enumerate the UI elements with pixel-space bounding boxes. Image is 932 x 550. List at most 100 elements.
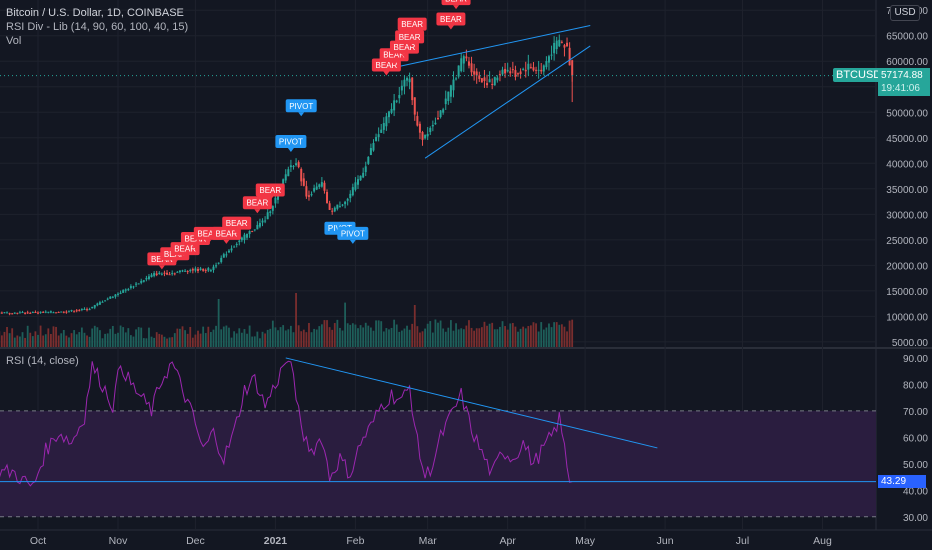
candle-body [413,97,416,115]
volume-bar [104,333,106,347]
volume-bar [158,333,161,347]
volume-bar [26,325,29,347]
candle-body [155,273,158,276]
candle-body [13,312,16,314]
volume-bar [341,330,344,347]
candle-body [166,272,169,275]
candle-body [215,265,218,267]
indicator-legend[interactable]: RSI Div - Lib (14, 90, 60, 100, 40, 15) [6,21,189,33]
volume-bar [140,327,143,347]
candle-body [230,248,233,251]
volume-bar [470,327,473,347]
candle-body [449,85,452,97]
volume-bar [238,328,241,347]
candle-body [42,311,45,313]
volume-bar [460,328,463,347]
volume-bar [52,326,55,347]
rsi-tick-label: 80.00 [903,380,928,391]
candle-body [331,210,334,212]
volume-bar [127,328,130,347]
volume-bar [6,326,8,347]
volume-bar [11,328,14,347]
signal-label-pointer [401,53,408,58]
signal-label-pointer [171,260,178,265]
candle-body [29,312,32,314]
candle-body [344,201,347,205]
volume-bar [530,325,532,347]
volume-bar [202,326,205,347]
volume-bar [287,329,290,347]
volume-bar [388,329,390,347]
candle-body [289,165,292,168]
candle-body [532,67,535,71]
candle-body [65,311,68,313]
candle-body [517,73,519,75]
volume-bar [55,326,57,347]
volume-bar [222,326,225,347]
volume-bar [19,336,21,347]
candle-body [408,78,411,83]
candle-body [514,70,517,77]
signal-label-text: PIVOT [341,229,365,238]
candle-body [60,311,63,313]
candle-body [191,268,194,271]
volume-bar [351,323,354,347]
candle-body [171,273,174,275]
volume-bar [478,328,481,347]
price-tick-label: 5000.00 [892,338,929,349]
signal-label-text: BEAR [174,245,196,254]
candle-body [70,310,73,312]
volume-bar [452,330,455,347]
signal-label-box [242,196,272,210]
volume-bar [462,329,465,347]
candle-body [212,266,215,271]
candle-body [338,206,341,208]
candle-body [168,274,171,276]
candle-body [67,311,70,313]
volume-bar [75,334,78,347]
volume-bar [566,331,568,347]
volume-bar [411,323,414,347]
candle-body [313,188,316,192]
candle-body [547,56,550,63]
volume-bar [323,320,326,347]
candle-body [24,312,27,314]
candle-body [496,77,499,81]
volume-bar [336,319,339,347]
volume-bar [243,329,246,347]
volume-bar [29,332,32,347]
candle-body [243,234,246,241]
time-tick-label: Jun [657,535,674,547]
candle-body [52,312,55,314]
volume-bar [527,326,530,347]
volume-bar [184,330,186,347]
candle-body [106,298,109,300]
volume-bar [545,327,548,347]
candle-body [506,69,509,72]
volume-bar [480,327,483,347]
candle-body [318,184,321,187]
signal-label-pointer [267,196,274,201]
volume-bar [259,338,261,347]
volume-bar [274,327,277,347]
candle-body [486,83,489,86]
symbol-title[interactable]: Bitcoin / U.S. Dollar, 1D, COINBASE [6,7,184,19]
price-trendline [399,25,591,67]
price-tick-label: 25000.00 [886,236,928,247]
volume-bar [220,329,223,347]
volume-bar [457,329,460,347]
volume-bar [91,328,94,347]
rsi-legend[interactable]: RSI (14, close) [6,355,79,367]
candle-body [176,271,179,273]
candle-body [475,71,478,76]
currency-button[interactable]: USD [890,5,920,21]
volume-bar [560,324,563,347]
last-price-badge: 57174.88 19:41:06 [878,68,930,96]
candle-body [44,311,47,313]
volume-bar [426,323,429,347]
volume-bar [132,336,135,347]
candle-body [3,312,6,314]
candle-body [385,116,388,127]
volume-legend[interactable]: Vol [6,35,22,47]
